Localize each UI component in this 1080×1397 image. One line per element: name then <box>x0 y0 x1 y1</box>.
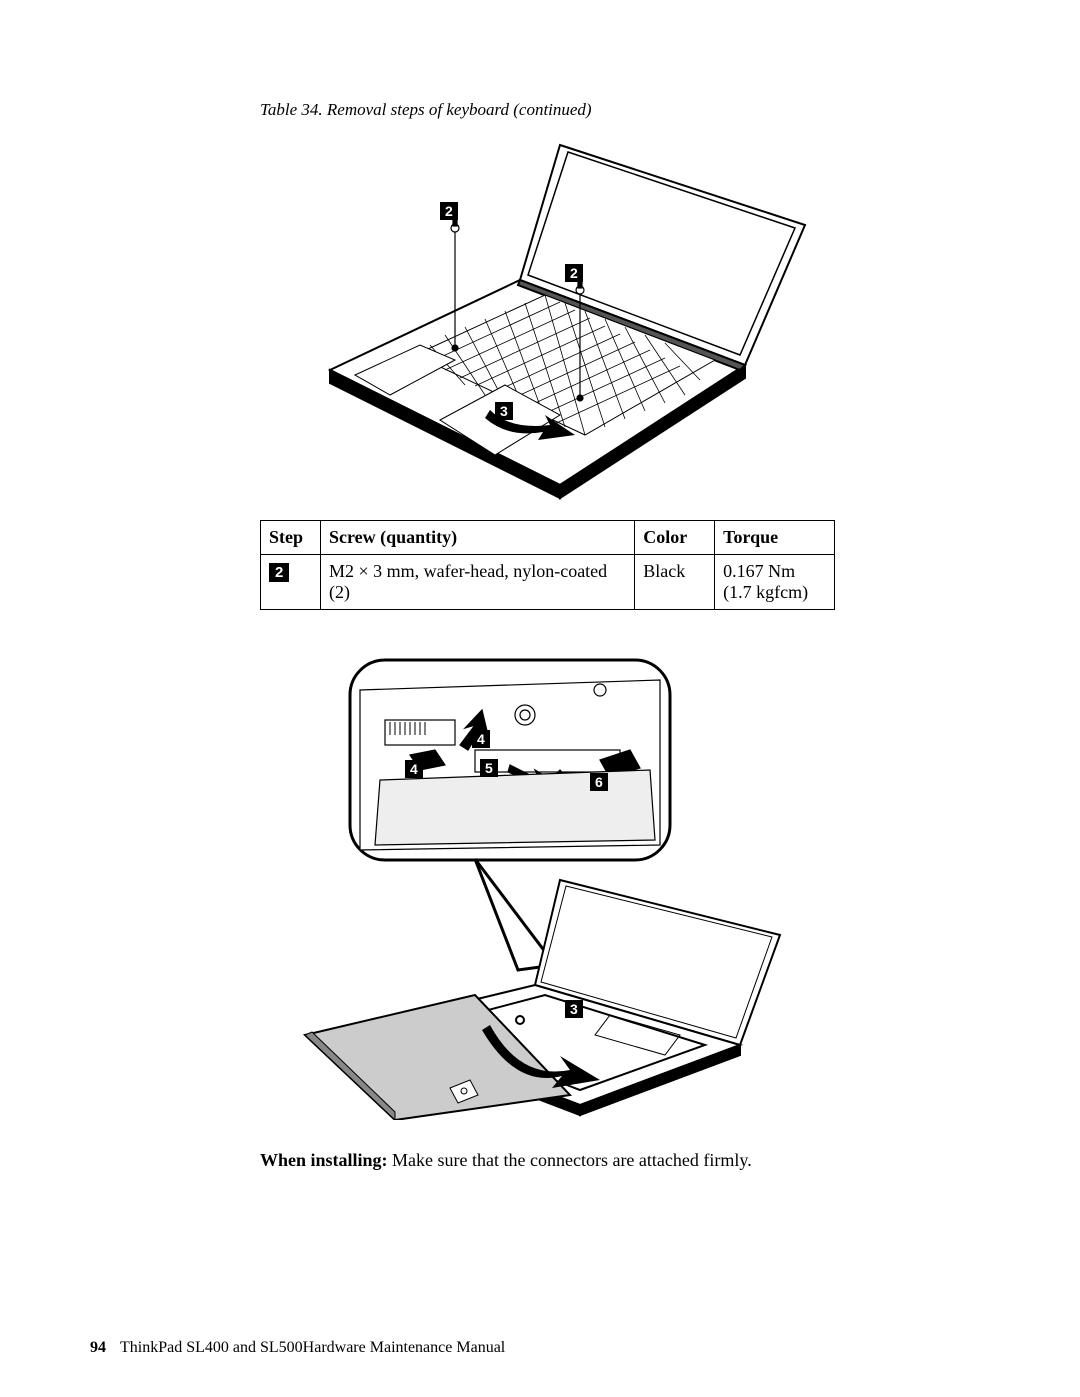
callout-2b: 2 <box>565 264 583 282</box>
th-step: Step <box>261 521 321 555</box>
screw-table: Step Screw (quantity) Color Torque 2 M2 … <box>260 520 835 610</box>
install-note: When installing: Make sure that the conn… <box>260 1150 990 1171</box>
table-header-row: Step Screw (quantity) Color Torque <box>261 521 835 555</box>
page-footer: 94 ThinkPad SL400 and SL500Hardware Maint… <box>90 1339 505 1357</box>
page-container: Table 34. Removal steps of keyboard (con… <box>0 0 1080 1397</box>
table-caption: Table 34. Removal steps of keyboard (con… <box>260 100 990 120</box>
table-row: 2 M2 × 3 mm, wafer-head, nylon-coated (2… <box>261 555 835 610</box>
install-note-text: Make sure that the connectors are attach… <box>388 1150 752 1170</box>
figure-keyboard-connector: 4 4 5 6 3 <box>260 650 830 1120</box>
callout-4b: 4 <box>405 760 423 778</box>
cell-step: 2 <box>261 555 321 610</box>
cell-torque: 0.167 Nm (1.7 kgfcm) <box>715 555 835 610</box>
callout-3: 3 <box>495 402 513 420</box>
callout-5: 5 <box>480 759 498 777</box>
figure-keyboard-screws: 2 2 3 <box>260 140 830 500</box>
th-screw: Screw (quantity) <box>320 521 634 555</box>
step-badge-2: 2 <box>269 563 289 582</box>
cell-color: Black <box>635 555 715 610</box>
footer-title: ThinkPad SL400 and SL500Hardware Mainten… <box>120 1339 505 1356</box>
cell-screw: M2 × 3 mm, wafer-head, nylon-coated (2) <box>320 555 634 610</box>
callout-6: 6 <box>590 773 608 791</box>
callout-2a: 2 <box>440 202 458 220</box>
install-note-bold: When installing: <box>260 1150 388 1170</box>
page-number: 94 <box>90 1339 106 1356</box>
callout-4a: 4 <box>472 730 490 748</box>
th-torque: Torque <box>715 521 835 555</box>
th-color: Color <box>635 521 715 555</box>
callout-3b: 3 <box>565 1000 583 1018</box>
